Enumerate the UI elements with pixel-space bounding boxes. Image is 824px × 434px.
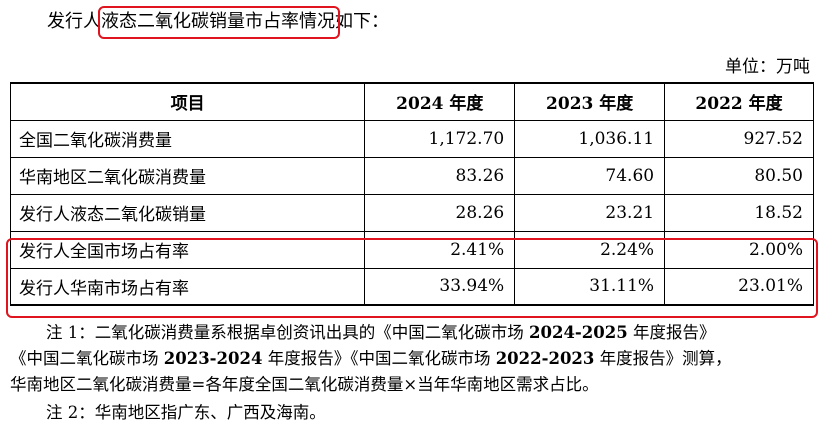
market-share-highlight-box <box>6 238 818 318</box>
note1-text: 注 1：二氧化碳消费量系根据卓创资讯出具的《中国二氧化碳市场 <box>46 323 529 342</box>
header-2024: 2024 年度 <box>364 82 516 121</box>
cell-value: 927.52 <box>664 119 814 158</box>
table-header-row: 项目 2024 年度 2023 年度 2022 年度 <box>9 82 814 121</box>
row-label: 发行人全国市场占有率 <box>9 230 366 269</box>
note-1-line-2: 《中国二氧化碳市场 2023-2024 年度报告》《中国二氧化碳市场 2022-… <box>10 346 732 372</box>
note1-text-tail: 年度报告》 <box>627 323 716 342</box>
row-label: 全国二氧化碳消费量 <box>9 119 366 158</box>
note1-line2-a: 《中国二氧化碳市场 <box>10 349 164 368</box>
cell-value: 18.52 <box>664 193 814 232</box>
cell-value: 2.00% <box>664 230 814 269</box>
note1-years: 2024-2025 <box>529 323 628 342</box>
cell-value: 31.11% <box>514 267 666 306</box>
header-2023: 2023 年度 <box>514 82 666 121</box>
cell-value: 80.50 <box>664 156 814 195</box>
cell-value: 74.60 <box>514 156 666 195</box>
note1-line2-c: 年度报告》《中国二氧化碳市场 <box>262 349 496 368</box>
table-row: 发行人液态二氧化碳销量 28.26 23.21 18.52 <box>9 193 814 232</box>
row-label: 发行人液态二氧化碳销量 <box>9 193 366 232</box>
note1-line2-years-b: 2022-2023 <box>495 349 595 368</box>
header-2022: 2022 年度 <box>664 82 814 121</box>
cell-value: 83.26 <box>364 156 516 195</box>
table-row: 华南地区二氧化碳消费量 83.26 74.60 80.50 <box>9 156 814 195</box>
cell-value: 2.41% <box>364 230 516 269</box>
note-1-line-1: 注 1：二氧化碳消费量系根据卓创资讯出具的《中国二氧化碳市场 2024-2025… <box>46 320 715 346</box>
cell-value: 1,036.11 <box>514 119 666 158</box>
note1-line2-e: 年度报告》测算， <box>594 349 732 368</box>
row-label: 华南地区二氧化碳消费量 <box>9 156 366 195</box>
cell-value: 2.24% <box>514 230 666 269</box>
unit-label: 单位：万吨 <box>725 57 810 77</box>
table-row: 全国二氧化碳消费量 1,172.70 1,036.11 927.52 <box>9 119 814 158</box>
intro-prefix: 发行人 <box>47 11 101 32</box>
header-item: 项目 <box>9 82 366 121</box>
intro-highlight: 液态二氧化碳销量市占率 <box>101 11 299 32</box>
cell-value: 1,172.70 <box>364 119 516 158</box>
note-1-line-3: 华南地区二氧化碳消费量=各年度全国二氧化碳消费量×当年华南地区需求占比。 <box>10 375 599 394</box>
intro-highlight-box <box>98 6 340 39</box>
market-share-table: 项目 2024 年度 2023 年度 2022 年度 全国二氧化碳消费量 1,1… <box>9 82 814 306</box>
table-row: 发行人全国市场占有率 2.41% 2.24% 2.00% <box>9 230 814 269</box>
row-label: 发行人华南市场占有率 <box>9 267 366 306</box>
cell-value: 28.26 <box>364 193 516 232</box>
table-row: 发行人华南市场占有率 33.94% 31.11% 23.01% <box>9 267 814 306</box>
note-2: 注 2：华南地区指广东、广西及海南。 <box>46 403 326 422</box>
intro-text: 发行人液态二氧化碳销量市占率情况如下： <box>47 8 389 36</box>
intro-suffix: 情况如下： <box>299 11 389 32</box>
cell-value: 23.21 <box>514 193 666 232</box>
note1-line2-years-a: 2023-2024 <box>163 349 263 368</box>
cell-value: 23.01% <box>664 267 814 306</box>
